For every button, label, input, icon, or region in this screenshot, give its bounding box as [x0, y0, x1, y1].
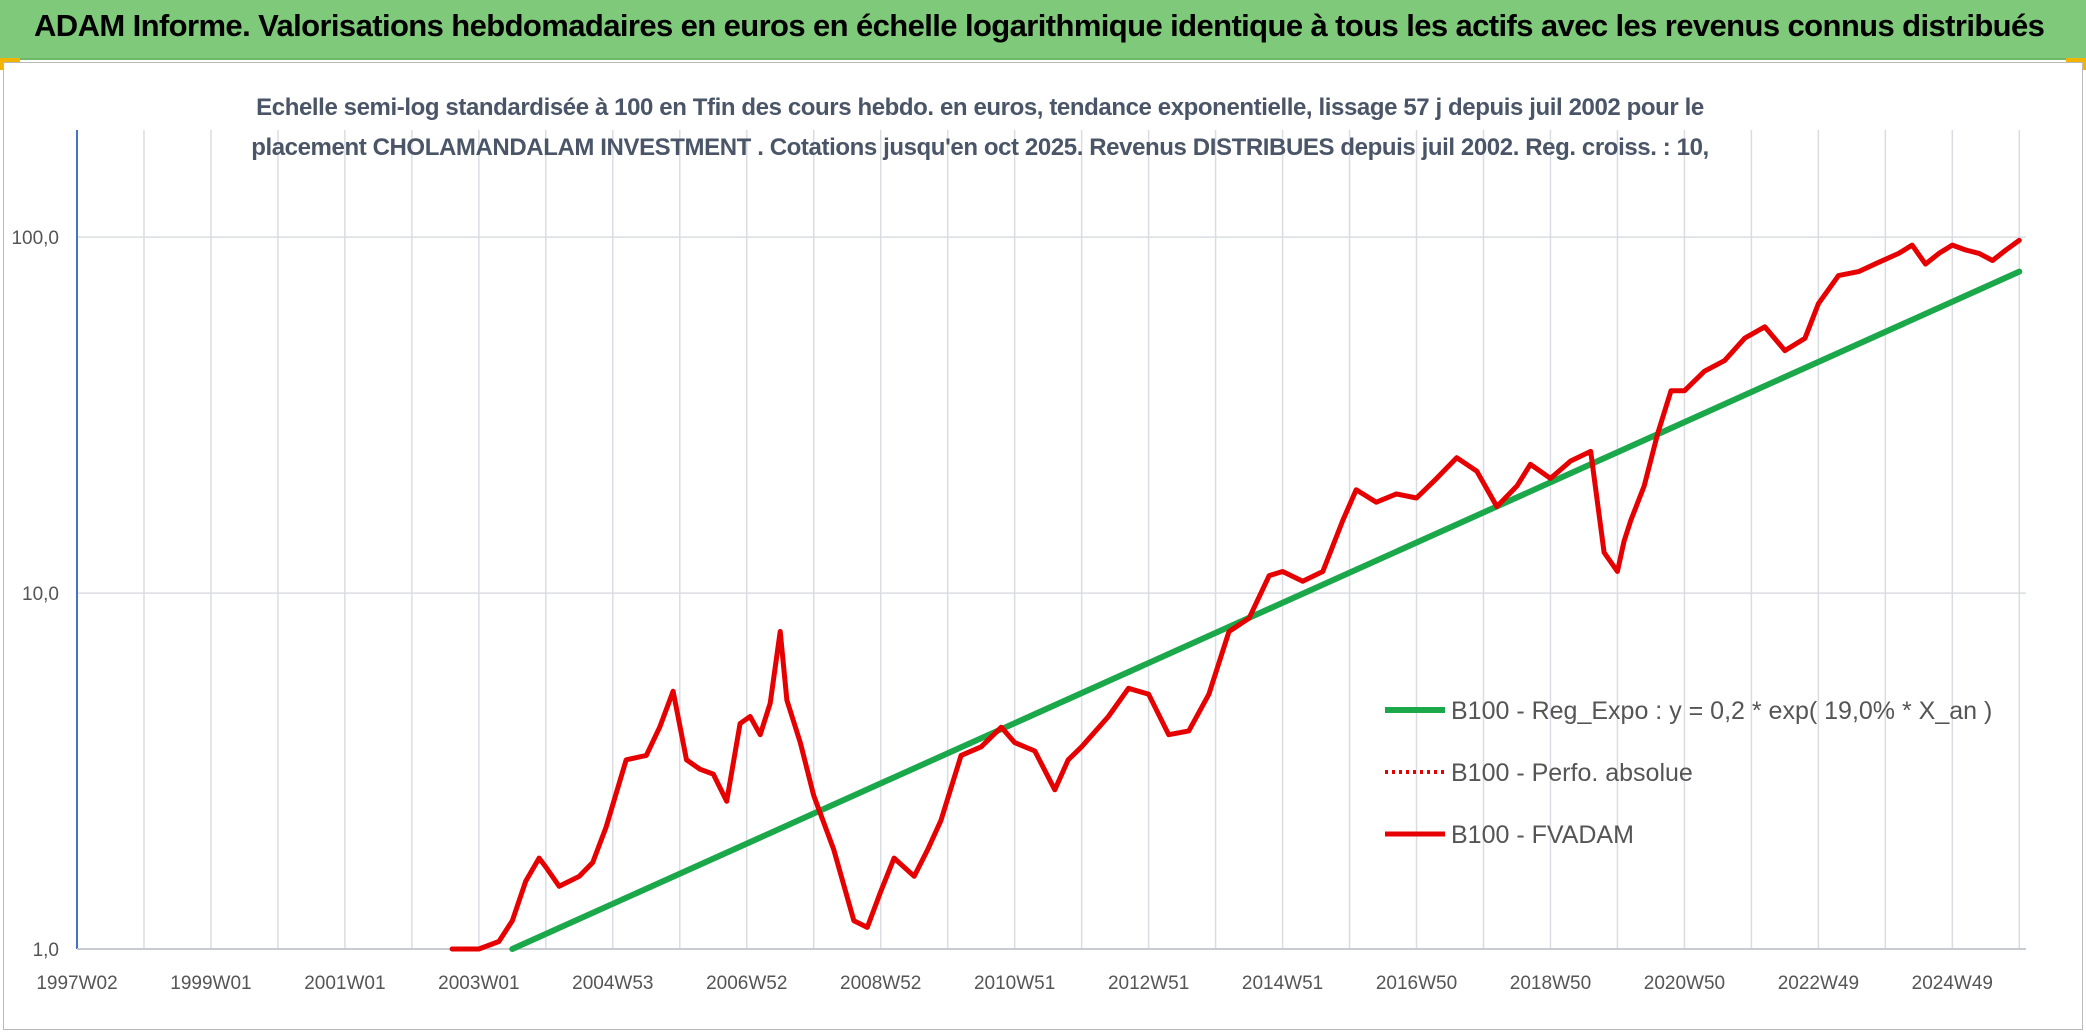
series-line-2 [449, 237, 2022, 952]
x-tick-label: 2004W53 [572, 973, 653, 994]
chart-frame [3, 62, 2083, 1030]
series-line-0 [509, 268, 2023, 952]
chart-title: Echelle semi-log standardisée à 100 en T… [250, 88, 1710, 168]
x-tick-label: 2012W51 [1108, 973, 1189, 994]
y-tick-label: 100,0 [11, 228, 59, 249]
chart-title-line-2: placement CHOLAMANDALAM INVESTMENT . Cot… [251, 134, 1709, 161]
axes [76, 130, 2026, 950]
series-layer [449, 237, 2023, 952]
legend-label-0: B100 - Reg_Expo : y = 0,2 * exp( 19,0% *… [1451, 697, 1992, 725]
x-tick-label: 2008W52 [840, 973, 921, 994]
report-title: ADAM Informe. Valorisations hebdomadaire… [34, 8, 2045, 43]
x-tick-label: 2014W51 [1242, 973, 1323, 994]
header-bar: ADAM Informe. Valorisations hebdomadaire… [0, 0, 2086, 60]
y-tick-label: 10,0 [22, 584, 59, 605]
x-tick-label: 2022W49 [1778, 973, 1859, 994]
x-tick-label: 1997W02 [36, 973, 117, 994]
legend-label-2: B100 - FVADAM [1451, 821, 1634, 849]
legend-label-1: B100 - Perfo. absolue [1451, 759, 1693, 787]
tick-labels: 1,0 10,0 100,0 1997W02 1999W01 2001W01 2003W01… [11, 228, 1993, 994]
x-tick-label: 1999W01 [170, 973, 251, 994]
x-tick-label: 2024W49 [1912, 973, 1993, 994]
grid-lines [76, 130, 2026, 950]
x-tick-label: 2018W50 [1510, 973, 1591, 994]
chart-title-line-1: Echelle semi-log standardisée à 100 en T… [256, 94, 1704, 121]
legend: B100 - Reg_Expo : y = 0,2 * exp( 19,0% *… [1385, 697, 1992, 849]
y-tick-label: 1,0 [33, 940, 59, 961]
x-tick-label: 2020W50 [1644, 973, 1725, 994]
x-tick-label: 2003W01 [438, 973, 519, 994]
x-tick-label: 2006W52 [706, 973, 787, 994]
x-tick-label: 2001W01 [304, 973, 385, 994]
x-tick-label: 2010W51 [974, 973, 1055, 994]
x-tick-label: 2016W50 [1376, 973, 1457, 994]
